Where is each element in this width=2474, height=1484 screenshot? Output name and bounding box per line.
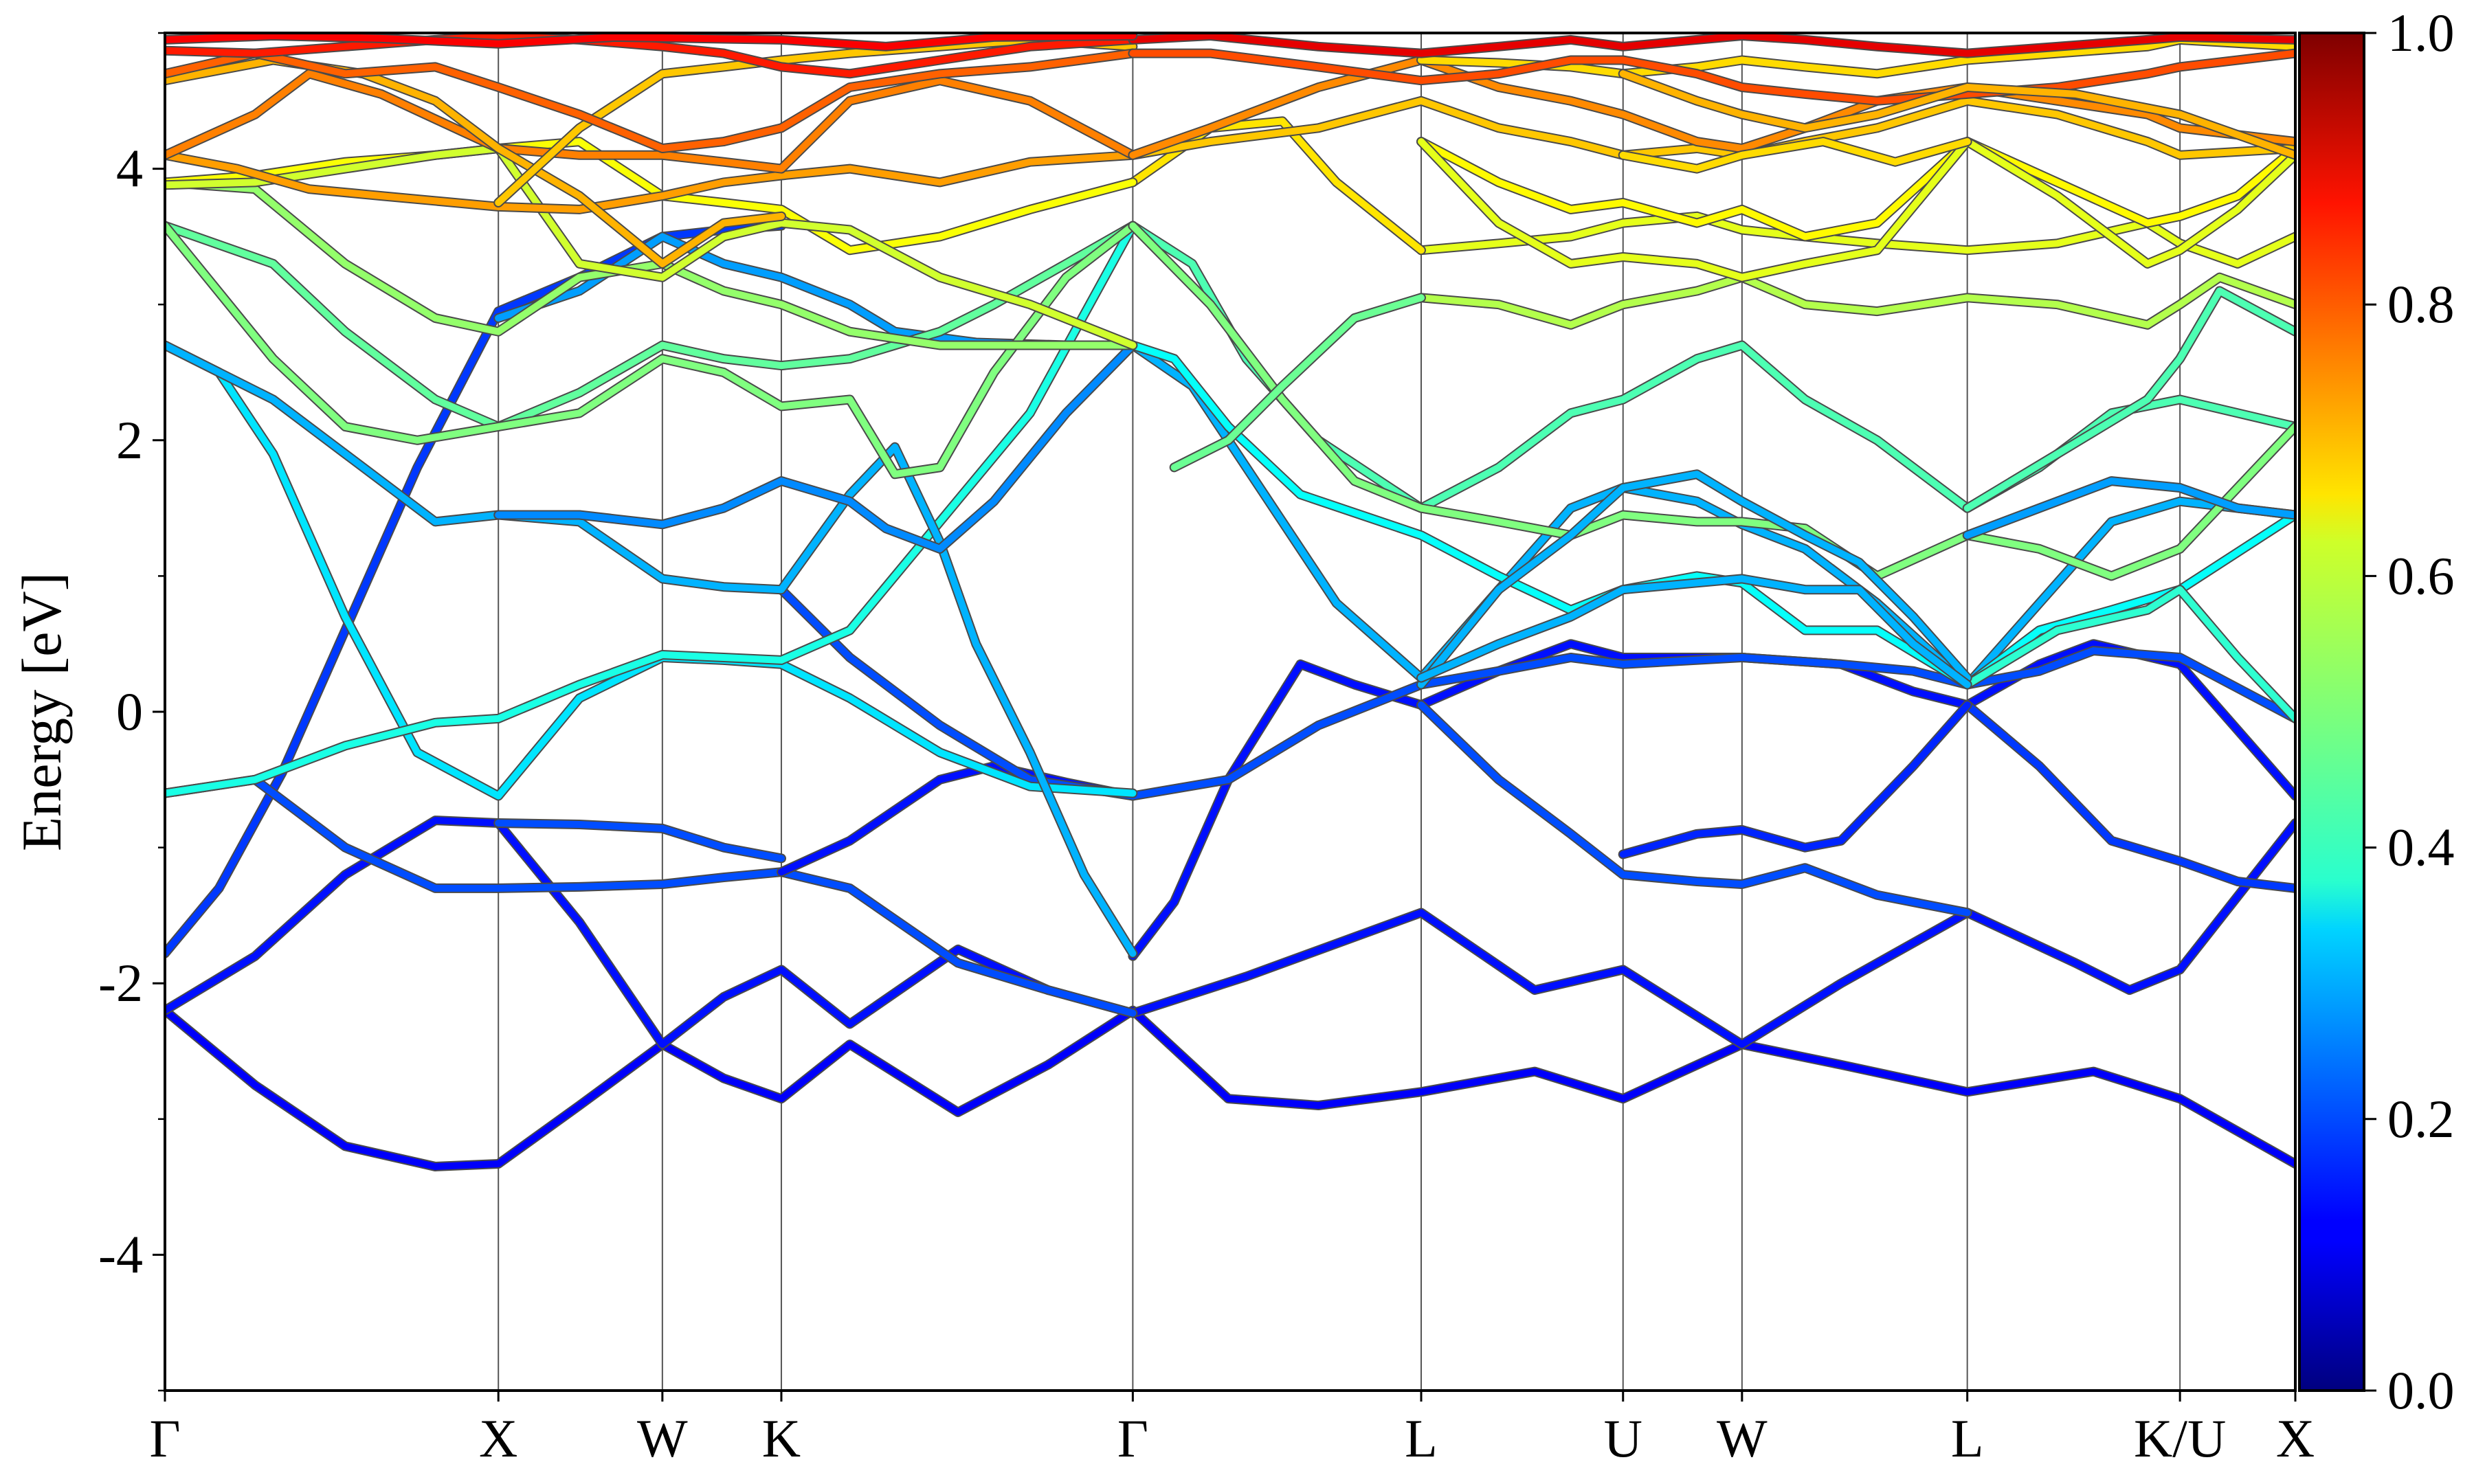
x-tick-label: K/U (2134, 1408, 2226, 1468)
band-line (165, 145, 1137, 349)
x-tick-label: W (1717, 1408, 1768, 1468)
band-line (165, 341, 1137, 800)
colorbar-tick-label: 0.4 (2387, 818, 2455, 877)
y-tick-label: 0 (116, 682, 143, 741)
band-line (165, 341, 1137, 957)
band-line (1418, 701, 1971, 917)
band-line (1129, 640, 2295, 960)
band-line (165, 222, 1137, 478)
x-tick-label: Γ (1117, 1408, 1148, 1468)
x-tick-label: W (637, 1408, 688, 1468)
band-line (1418, 212, 2295, 267)
colorbar: 0.0 0.2 0.4 0.6 0.8 1.0 (2298, 3, 2455, 1420)
y-tick-label: -2 (98, 953, 143, 1013)
colorbar-tick-label: 0.0 (2387, 1360, 2455, 1420)
band-lines (165, 33, 2295, 1171)
band-outline (1618, 700, 1972, 859)
band-line (495, 820, 785, 862)
band-line (1170, 294, 1425, 471)
colorbar-ticks: 0.0 0.2 0.4 0.6 0.8 1.0 (2364, 3, 2455, 1420)
band-line (1963, 477, 2295, 539)
band-line (1129, 97, 2295, 159)
band-outline (1128, 340, 2295, 690)
band-line (1418, 36, 2295, 78)
band-line (165, 33, 1137, 50)
band-line (165, 179, 1137, 349)
x-tick-label: Γ (149, 1408, 180, 1468)
colorbar-gradient (2299, 33, 2364, 1391)
band-line (495, 36, 1137, 206)
colorbar-frame (2298, 32, 2365, 1392)
band-outline (1169, 293, 1426, 473)
band-outline (165, 774, 1138, 1018)
band-line (165, 817, 2295, 1048)
band-outline (165, 340, 1138, 958)
band-line (495, 233, 1137, 349)
band-line (165, 151, 1137, 213)
band-outline (1962, 700, 2295, 893)
band-line (1418, 273, 2295, 328)
y-tick-label: -4 (98, 1224, 143, 1284)
band-line (1129, 49, 2295, 104)
band-line (165, 33, 1137, 78)
y-axis-label: Energy [eV] (10, 572, 73, 851)
band-line (495, 341, 1137, 552)
x-tick-label: K (762, 1408, 801, 1468)
x-tick-label: L (1405, 1408, 1438, 1468)
band-line (778, 586, 2295, 800)
band-line (1129, 33, 2295, 57)
band-line (165, 222, 1137, 430)
x-tick-label: X (479, 1408, 517, 1468)
colorbar-tick-label: 0.8 (2387, 274, 2455, 334)
band-line (1129, 222, 2295, 580)
band-line (165, 1007, 2295, 1170)
band-line (1129, 341, 2295, 688)
colorbar-tick-label: 0.6 (2387, 546, 2455, 605)
x-tick-label: X (2276, 1408, 2315, 1468)
band-line (1619, 70, 2295, 159)
band-line (1963, 287, 2295, 512)
band-line (1619, 701, 1971, 858)
x-tick-label: L (1951, 1408, 1984, 1468)
x-axis: Γ X W K Γ L U W L K/U X (149, 1391, 2315, 1468)
band-line (1418, 471, 1971, 688)
band-line (1963, 586, 2295, 722)
band-line (1418, 575, 1971, 688)
x-tick-label: U (1604, 1408, 1642, 1468)
band-outline (165, 816, 2295, 1050)
band-line (1418, 138, 2295, 240)
band-line (165, 49, 1137, 152)
band-line (1619, 138, 1971, 172)
y-tick-label: 4 (116, 139, 143, 199)
band-line (1418, 138, 2295, 281)
band-outline (1128, 639, 2295, 961)
band-line (1129, 341, 2295, 688)
band-line (165, 222, 785, 957)
band-line (165, 776, 1137, 1017)
band-line (1963, 701, 2295, 892)
colorbar-tick-label: 1.0 (2387, 3, 2455, 63)
y-tick-label: 2 (116, 410, 143, 470)
y-axis: -4 -2 0 2 4 (98, 32, 165, 1392)
colorbar-tick-label: 0.2 (2387, 1089, 2455, 1149)
band-line (165, 222, 1137, 797)
band-line (165, 70, 1137, 172)
